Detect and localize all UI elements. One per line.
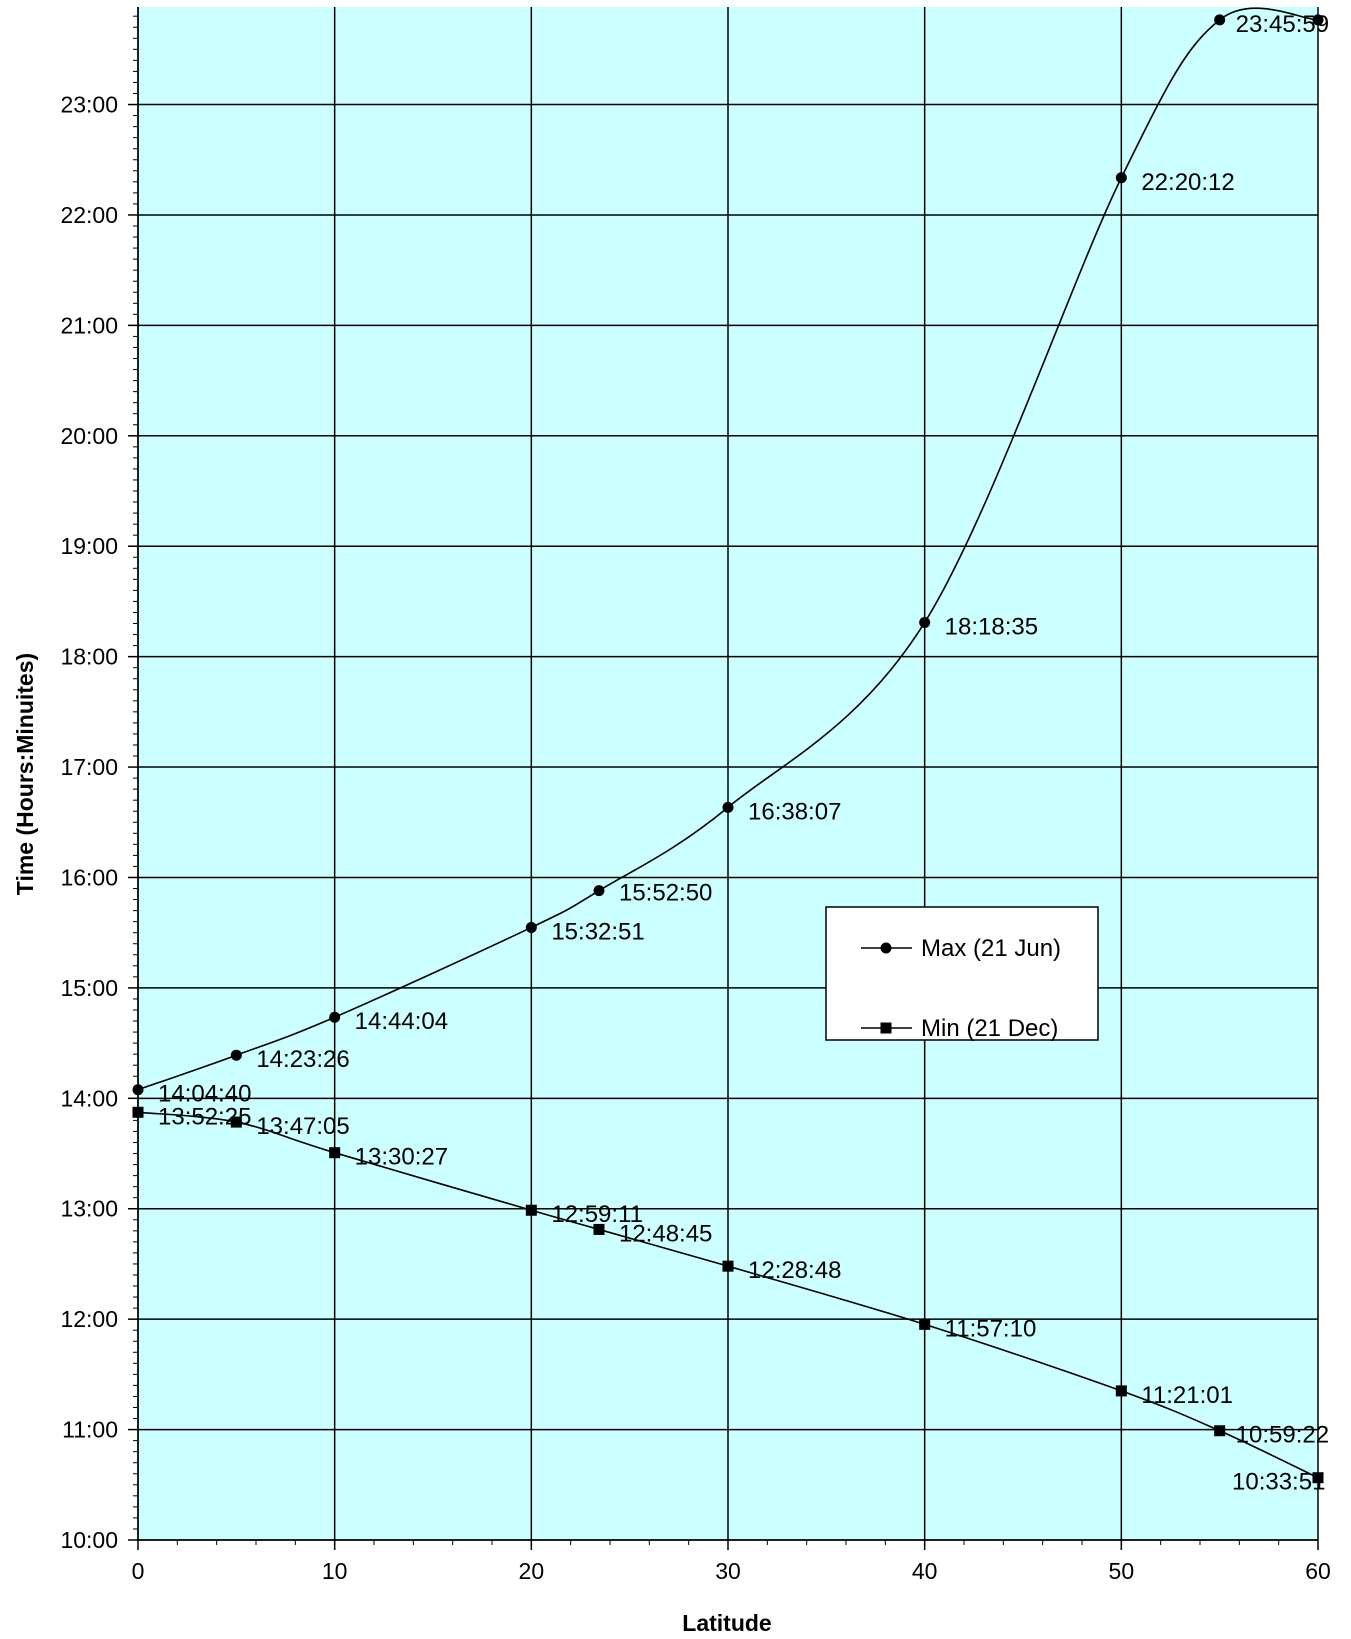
data-label: 23:45:59 (1236, 11, 1329, 38)
legend-min-marker (880, 1022, 892, 1034)
y-tick-label: 19:00 (60, 533, 118, 559)
x-tick-label: 30 (715, 1558, 741, 1584)
data-point-min (1115, 1385, 1127, 1397)
y-tick-label: 16:00 (60, 864, 118, 890)
legend-max-label: Max (21 Jun) (921, 935, 1061, 962)
legend-max-marker (880, 942, 892, 954)
series-line-min (137, 1111, 1319, 1479)
series-lines (137, 7, 1319, 1479)
data-point-max (1214, 14, 1226, 26)
data-point-max (919, 616, 931, 628)
x-tick-label: 40 (912, 1558, 938, 1584)
y-tick-label: 14:00 (60, 1085, 118, 1111)
legend-box (825, 906, 1099, 1041)
data-point-min (919, 1318, 931, 1330)
y-tick-label: 17:00 (60, 754, 118, 780)
data-label: 13:47:05 (256, 1113, 349, 1140)
y-tick-label: 12:00 (60, 1306, 118, 1332)
series-line-max (137, 7, 1319, 1091)
y-tick-label: 15:00 (60, 975, 118, 1001)
data-point-min (722, 1260, 734, 1272)
y-tick-label: 21:00 (60, 312, 118, 338)
x-tick-label: 20 (519, 1558, 545, 1584)
data-label: 16:38:07 (748, 798, 841, 825)
y-tick-label: 11:00 (62, 1417, 118, 1443)
data-point-max (132, 1084, 144, 1096)
data-label: 12:28:48 (748, 1257, 841, 1284)
y-tick-labels: 10:00 11:00 12:00 13:00 14:00 15:00 16:00 17:00… (60, 92, 118, 1553)
data-label: 11:57:10 (945, 1315, 1037, 1342)
data-label: 15:52:50 (619, 880, 712, 907)
data-label: 13:30:27 (355, 1144, 448, 1171)
y-axis-title: Time (Hours:Minuites) (12, 653, 38, 895)
data-point-max (329, 1011, 341, 1023)
data-point-min (132, 1106, 144, 1118)
data-label: 10:59:22 (1236, 1422, 1329, 1449)
data-point-max (525, 921, 537, 933)
data-label: 10:33:51 (1232, 1469, 1325, 1496)
data-point-min (230, 1116, 242, 1128)
x-tick-labels: 0 10 20 30 40 50 60 (132, 1558, 1331, 1584)
data-label: 12:59:11 (551, 1201, 643, 1228)
y-tick-label: 22:00 (60, 202, 118, 228)
data-label: 11:21:01 (1141, 1382, 1233, 1409)
data-point-max (722, 801, 734, 813)
data-point-max (593, 885, 605, 897)
series-markers (132, 14, 1324, 1484)
y-tick-label: 20:00 (60, 423, 118, 449)
x-tick-label: 50 (1109, 1558, 1135, 1584)
x-tick-label: 0 (132, 1558, 145, 1584)
legend: Max (21 Jun) Min (21 Dec) (825, 906, 1099, 1042)
data-point-min (1214, 1425, 1226, 1437)
data-point-min (593, 1223, 605, 1235)
grid-lines (128, 7, 1319, 1550)
legend-min-label: Min (21 Dec) (921, 1015, 1058, 1042)
data-point-min (329, 1147, 341, 1159)
x-tick-label: 60 (1305, 1558, 1331, 1584)
data-point-min (1312, 1472, 1324, 1484)
y-tick-label: 23:00 (60, 92, 118, 118)
data-label: 14:44:04 (355, 1008, 448, 1035)
data-label: 12:48:45 (619, 1220, 712, 1247)
data-label: 15:32:51 (551, 918, 644, 945)
data-point-max (230, 1049, 242, 1061)
y-tick-label: 10:00 (60, 1527, 118, 1553)
data-label: 14:04:40 (158, 1081, 251, 1108)
axes (137, 7, 1318, 1541)
x-tick-label: 10 (322, 1558, 348, 1584)
data-point-max (1115, 172, 1127, 184)
y-tick-label: 18:00 (60, 644, 118, 670)
data-label: 14:23:26 (256, 1046, 349, 1073)
data-point-min (525, 1204, 537, 1216)
data-label: 18:18:35 (945, 613, 1038, 640)
data-label: 13:52:25 (158, 1103, 251, 1130)
data-point-max (1312, 14, 1324, 26)
data-label: 22:20:12 (1141, 169, 1234, 196)
x-axis-title: Latitude (682, 1610, 771, 1636)
y-tick-label: 13:00 (60, 1196, 118, 1222)
